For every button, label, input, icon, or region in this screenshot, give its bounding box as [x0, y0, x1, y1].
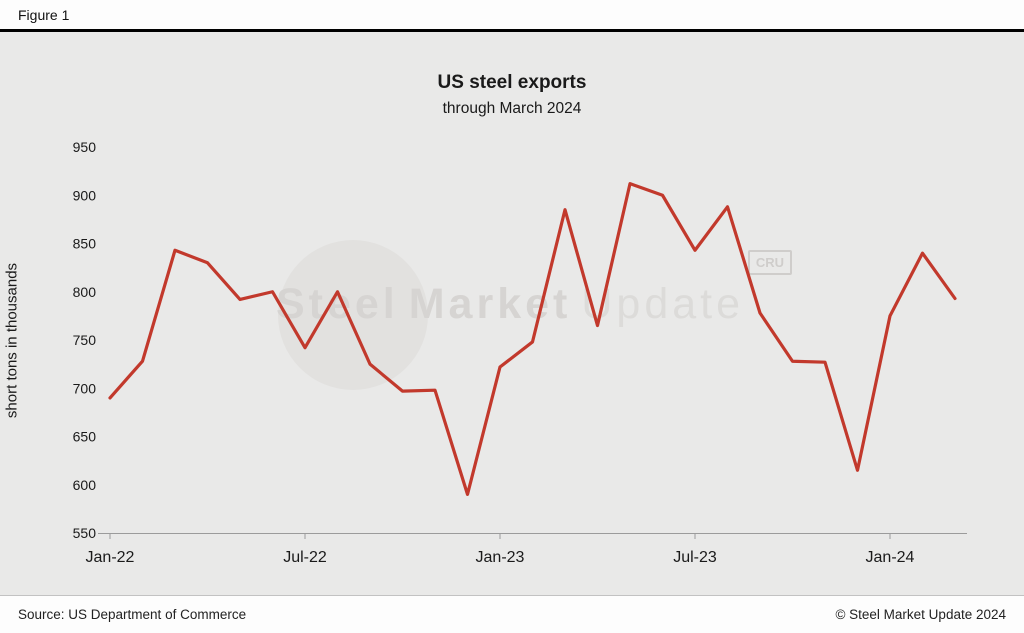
header-rule [0, 29, 1024, 32]
x-tick-label: Jan-23 [476, 549, 525, 566]
x-tick-label: Jan-24 [866, 549, 915, 566]
x-tick-label: Jul-23 [673, 549, 717, 566]
copyright-note: © Steel Market Update 2024 [835, 607, 1006, 622]
y-tick-label: 850 [73, 236, 97, 252]
footer-rule [0, 595, 1024, 596]
y-tick-label: 600 [73, 477, 97, 493]
figure-label: Figure 1 [18, 7, 70, 23]
x-tick-label: Jan-22 [86, 549, 135, 566]
y-tick-label: 950 [73, 139, 97, 155]
x-tick-label: Jul-22 [283, 549, 327, 566]
chart-subtitle: through March 2024 [442, 100, 582, 117]
figure-footer: Source: US Department of Commerce © Stee… [0, 596, 1024, 633]
y-tick-label: 800 [73, 284, 97, 300]
exports-line [108, 182, 957, 496]
line-chart-plot: Jan-22 Jul-22 Jan-23 Jul-23 Jan-24 550 600 650 7… [73, 139, 967, 566]
chart-area: Steel Market Update CRU US steel exports t… [0, 32, 1024, 595]
source-note: Source: US Department of Commerce [18, 607, 247, 622]
y-tick-label: 550 [73, 525, 97, 541]
y-tick-label: 700 [73, 380, 97, 396]
chart-title: US steel exports [437, 72, 587, 93]
y-tick-label: 900 [73, 187, 97, 203]
y-tick-label: 750 [73, 332, 97, 348]
y-tick-label: 650 [73, 429, 97, 445]
figure-header: Figure 1 [0, 0, 1024, 30]
